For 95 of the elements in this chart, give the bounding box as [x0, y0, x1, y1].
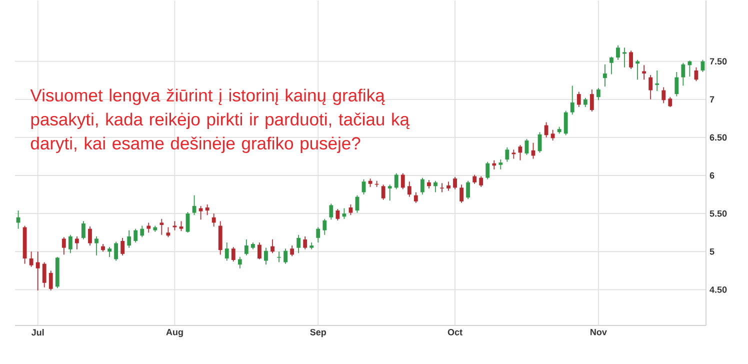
candlestick [36, 250, 40, 291]
candlestick [198, 205, 203, 220]
candlestick [140, 225, 144, 238]
candlestick [329, 202, 334, 220]
candlestick [440, 182, 444, 192]
candlestick [48, 270, 53, 291]
candlestick [186, 211, 190, 233]
y-tick-label: 6.50 [710, 134, 727, 140]
candlestick [524, 138, 529, 156]
candlestick [590, 88, 594, 112]
candlestick [290, 244, 294, 256]
candlestick [486, 161, 490, 180]
annotation: Visuomet lengva žiūrint į istorinį kainų grafiką pasakyti, kada reikėjo pirkti ir parduoti, tačiau ką daryti, kai esame dešinėje grafiko pusėje? [30, 88, 410, 153]
candlestick [446, 180, 450, 191]
candlestick [172, 220, 177, 231]
x-tick-label: Jul [31, 328, 44, 336]
candlestick [205, 204, 210, 216]
candlestick [460, 184, 464, 204]
candlestick [498, 158, 503, 170]
candlestick [420, 177, 424, 195]
candlestick [576, 91, 581, 108]
candlestick [264, 247, 268, 265]
candlestick [453, 176, 457, 190]
candlestick [642, 64, 646, 80]
candlestick [62, 236, 66, 255]
candlestick [316, 226, 320, 243]
candlestick [466, 180, 470, 200]
candlestick [166, 226, 170, 238]
candlestick [400, 172, 405, 190]
candlestick [134, 228, 138, 243]
candlestick [512, 148, 516, 159]
candlestick [108, 246, 112, 258]
candlestick [296, 234, 301, 254]
candlestick [603, 64, 607, 87]
y-tick-label: 5.50 [710, 210, 727, 217]
candlestick [29, 250, 34, 268]
y-tick-label: 7.50 [710, 58, 727, 64]
candlestick [479, 176, 484, 188]
candlestick [68, 234, 72, 254]
candlestick [434, 180, 438, 192]
candlestick [192, 194, 196, 216]
candlestick [244, 238, 248, 256]
candlestick [616, 44, 620, 60]
candlestick [550, 129, 555, 141]
candlestick [303, 236, 308, 250]
candlestick [629, 50, 633, 70]
candlestick [284, 248, 288, 264]
candlestick [120, 237, 125, 256]
candlestick [381, 184, 386, 200]
candlestick [179, 220, 184, 232]
candlestick [505, 146, 510, 162]
candlestick [655, 70, 660, 92]
candlestick [160, 218, 164, 236]
candlestick [238, 256, 242, 269]
candlestick [394, 172, 398, 190]
candlestick [564, 110, 568, 136]
candlestick [596, 87, 600, 100]
candlestick [42, 262, 46, 288]
x-tick-label: Oct [448, 328, 462, 336]
candlestick [114, 241, 118, 261]
candlestick [472, 174, 477, 184]
candlestick [94, 236, 98, 256]
candlestick [146, 222, 151, 233]
candlestick [212, 212, 216, 227]
candlestick [414, 192, 418, 204]
candlestick [648, 74, 653, 100]
candlestick [662, 86, 666, 104]
y-tick-label: 6 [710, 172, 714, 178]
candlestick [610, 56, 614, 75]
candlestick [127, 230, 132, 248]
candlestick [570, 85, 574, 115]
candlestick [231, 246, 236, 262]
candlestick [224, 242, 229, 261]
candlestick [348, 204, 353, 216]
candlestick [681, 62, 686, 86]
x-tick-label: Nov [590, 328, 607, 336]
candlestick [674, 71, 679, 97]
candlestick [668, 96, 672, 108]
candlestick [322, 218, 327, 236]
y-tick-label: 4.50 [710, 286, 727, 293]
candlestick [82, 220, 86, 240]
y-tick-label: 5 [710, 248, 714, 255]
candlestick [583, 97, 588, 108]
x-tick-label: Aug [166, 328, 183, 337]
candlestick [388, 184, 392, 201]
candlestick [258, 242, 262, 260]
y-tick-label: 7 [710, 96, 714, 102]
x-tick-label: Sep [310, 328, 326, 337]
candlestick [88, 226, 92, 246]
candlestick [407, 180, 412, 198]
candlestick [74, 236, 79, 250]
candlestick [688, 60, 692, 77]
candlestick [336, 208, 340, 221]
candlestick [270, 238, 274, 254]
candlestick [622, 46, 626, 68]
